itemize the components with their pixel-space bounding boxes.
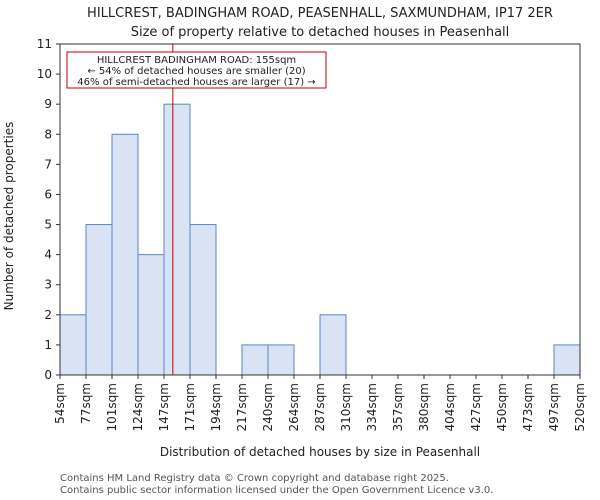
x-tick-label: 404sqm bbox=[443, 383, 457, 431]
x-tick-label: 450sqm bbox=[495, 383, 509, 431]
y-tick-label: 8 bbox=[44, 127, 52, 141]
x-tick-label: 171sqm bbox=[183, 383, 197, 431]
y-tick-label: 5 bbox=[44, 218, 52, 232]
y-tick-label: 1 bbox=[44, 338, 52, 352]
x-tick-label: 101sqm bbox=[105, 383, 119, 431]
x-tick-label: 287sqm bbox=[313, 383, 327, 431]
bars-group bbox=[59, 103, 581, 376]
histogram-bar bbox=[241, 344, 269, 376]
footer-line2: Contains public sector information licen… bbox=[60, 485, 494, 496]
chart-title-line1: HILLCREST, BADINGHAM ROAD, PEASENHALL, S… bbox=[87, 6, 553, 21]
x-tick-label: 194sqm bbox=[209, 383, 223, 431]
x-tick-label: 217sqm bbox=[235, 383, 249, 431]
x-tick-label: 520sqm bbox=[573, 383, 587, 431]
histogram-bar bbox=[85, 224, 113, 376]
annotation-border bbox=[66, 51, 327, 89]
x-tick-label: 54sqm bbox=[53, 383, 67, 424]
y-tick-label: 7 bbox=[44, 157, 52, 171]
x-tick-label: 473sqm bbox=[521, 383, 535, 431]
y-axis-ticks: 0 1 2 3 4 5 6 7 8 9 10 11 bbox=[37, 37, 60, 382]
histogram-bar bbox=[137, 254, 165, 376]
histogram-bar bbox=[267, 344, 295, 376]
y-tick-label: 3 bbox=[44, 278, 52, 292]
chart-title-line2: Size of property relative to detached ho… bbox=[131, 25, 510, 40]
x-tick-label: 240sqm bbox=[261, 383, 275, 431]
x-tick-label: 427sqm bbox=[469, 383, 483, 431]
annotation-line2: ← 54% of detached houses are smaller (20… bbox=[87, 66, 305, 77]
x-tick-label: 147sqm bbox=[157, 383, 171, 431]
histogram-bar bbox=[111, 133, 139, 376]
histogram-bar bbox=[553, 344, 581, 376]
x-tick-label: 357sqm bbox=[391, 383, 405, 431]
y-axis-label: Number of detached properties bbox=[2, 122, 16, 311]
x-axis-label: Distribution of detached houses by size … bbox=[160, 445, 480, 459]
histogram-bar bbox=[163, 103, 191, 376]
x-tick-label: 380sqm bbox=[417, 383, 431, 431]
histogram-bar bbox=[189, 224, 217, 376]
plot-frame bbox=[59, 43, 581, 376]
annotation-line3: 46% of semi-detached houses are larger (… bbox=[77, 77, 315, 88]
footer-line1: Contains HM Land Registry data © Crown c… bbox=[60, 473, 449, 484]
x-tick-label: 124sqm bbox=[131, 383, 145, 431]
x-tick-label: 77sqm bbox=[79, 383, 93, 424]
x-tick-label: 334sqm bbox=[365, 383, 379, 431]
x-tick-label: 497sqm bbox=[547, 383, 561, 431]
y-tick-label: 6 bbox=[44, 187, 52, 201]
annotation-line1: HILLCREST BADINGHAM ROAD: 155sqm bbox=[97, 55, 296, 66]
annotation-box: HILLCREST BADINGHAM ROAD: 155sqm ← 54% o… bbox=[66, 51, 327, 89]
x-axis-ticks: 54sqm 77sqm 101sqm 124sqm 147sqm 171sqm 194sqm… bbox=[53, 375, 587, 431]
histogram-bar bbox=[59, 314, 87, 376]
y-tick-label: 11 bbox=[37, 37, 52, 51]
y-tick-label: 4 bbox=[44, 248, 52, 262]
y-tick-label: 9 bbox=[44, 97, 52, 111]
histogram-bar bbox=[319, 314, 347, 376]
y-tick-label: 2 bbox=[44, 308, 52, 322]
histogram-chart: HILLCREST, BADINGHAM ROAD, PEASENHALL, S… bbox=[2, 6, 587, 459]
x-tick-label: 264sqm bbox=[287, 383, 301, 431]
x-tick-label: 310sqm bbox=[339, 383, 353, 431]
y-tick-label: 0 bbox=[44, 368, 52, 382]
y-tick-label: 10 bbox=[37, 67, 52, 81]
